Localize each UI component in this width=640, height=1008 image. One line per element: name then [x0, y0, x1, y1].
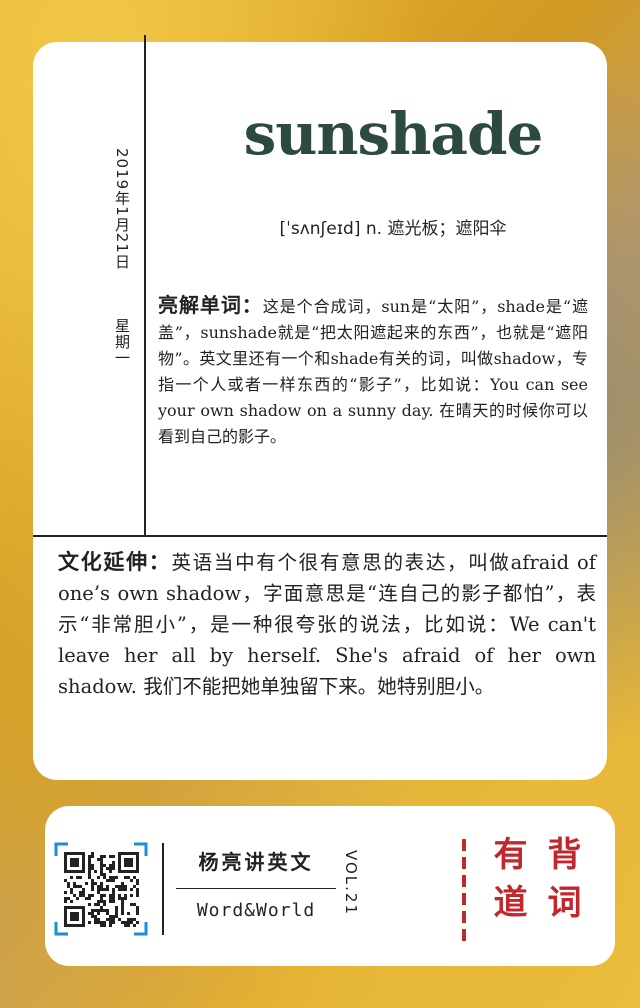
brand-name: 杨亮讲英文 — [198, 850, 314, 874]
explanation-text: 这是个合成词，sun是“太阳”，shade是“遮盖”，sunshade就是“把太… — [158, 297, 588, 446]
date-label: 2019年1月21日 — [113, 148, 131, 270]
word-explanation: 亮解单词：这是个合成词，sun是“太阳”，shade是“遮盖”，sunshade… — [158, 292, 588, 450]
explanation-heading: 亮解单词： — [158, 293, 263, 317]
volume-label: VOL.21 — [342, 850, 360, 917]
qr-code-icon[interactable] — [54, 842, 148, 936]
brand-tagline: Word&World — [196, 900, 316, 921]
culture-heading: 文化延伸： — [58, 549, 172, 574]
vertical-divider — [144, 35, 146, 535]
slogan-accent-bar — [462, 839, 466, 943]
horizontal-divider — [33, 535, 607, 537]
qr-code-graphic — [54, 842, 148, 936]
culture-text: 英语当中有个很有意思的表达，叫做afraid of one’s own shad… — [58, 551, 596, 698]
word-card — [33, 42, 607, 780]
slogan-right: 背词 — [541, 836, 581, 932]
pronunciation-definition: [ˈsʌnʃeɪd] n. 遮光板；遮阳伞 — [279, 219, 507, 239]
brand-rule — [176, 888, 336, 889]
weekday-label: 星期一 — [113, 318, 131, 366]
footer-card — [45, 806, 615, 966]
headword: sunshade — [243, 100, 544, 168]
culture-extension: 文化延伸：英语当中有个很有意思的表达，叫做afraid of one’s own… — [58, 546, 596, 702]
footer-separator — [162, 843, 164, 935]
slogan-left: 有道 — [487, 836, 527, 932]
